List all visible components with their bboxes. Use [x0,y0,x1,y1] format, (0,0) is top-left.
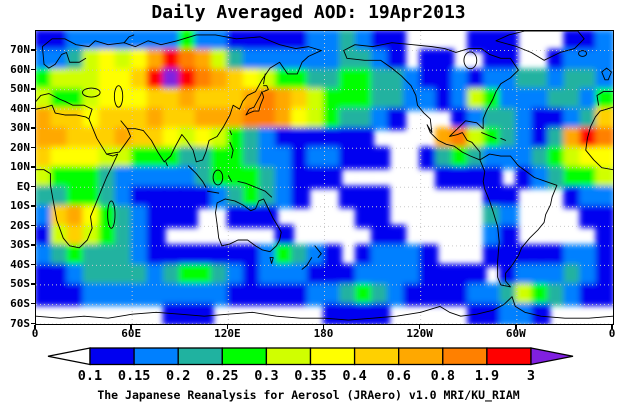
lat-tick-label: 10N [10,160,30,174]
lat-tick-label: 20S [10,218,30,232]
lat-tick-label: 50N [10,82,30,96]
lat-tick-mark [31,166,35,168]
colorbar-tick-label: 0.15 [118,368,151,384]
lat-tick-label: EQ [16,179,30,193]
lon-tick-mark [322,324,325,329]
lat-tick-mark [31,127,35,129]
colorbar-tick-label: 0.25 [206,368,239,384]
lon-tick-mark [418,324,421,329]
lat-tick-label: 30S [10,238,30,252]
lat-tick-label: 40S [10,257,30,271]
lat-tick-label: 30N [10,121,30,135]
lat-tick-label: 50S [10,277,30,291]
lon-tick-mark [611,324,613,329]
lat-tick-label: 20N [10,140,30,154]
lat-tick-mark [31,107,35,110]
colorbar-tick-label: 0.1 [78,368,102,384]
lat-tick-mark [31,185,35,188]
aod-heatmap-layer [36,31,613,324]
lat-tick-label: 60N [10,62,30,76]
lat-tick-mark [31,68,35,71]
lat-tick-label: 60S [10,296,30,310]
lon-tick-label: 120W [406,327,433,340]
lat-tick-label: 10S [10,199,30,213]
colorbar-tick-label: 0.8 [431,368,455,384]
lat-tick-mark [31,224,35,227]
map-plot [35,30,614,325]
lat-tick-mark [31,322,35,324]
lat-tick-label: 70N [10,43,30,57]
lon-tick-label: 180 [313,327,334,340]
lat-tick-label: 70S [10,316,30,330]
lon-tick-mark [515,324,517,329]
colorbar-tick-label: 0.3 [254,368,278,384]
coastlines [36,31,613,320]
lon-tick-label: 0 [31,327,39,340]
lon-tick-label: 0 [608,327,616,340]
colorbar-tick-label: 0.6 [387,368,411,384]
colorbar-tick-label: 0.2 [166,368,190,384]
caption: The Japanese Reanalysis for Aerosol (JRA… [97,388,520,402]
colorbar: 0.1 0.15 0.2 0.25 0.3 0.35 0.4 0.6 0.8 1.9 3 [47,347,574,384]
lat-tick-mark [31,263,35,266]
lat-tick-mark [31,283,35,285]
lon-tick-mark [130,324,132,329]
lat-tick-mark [31,205,35,207]
colorbar-tick-label: 3 [527,368,535,384]
lat-tick-label: 40N [10,101,30,115]
lon-tick-mark [226,324,229,329]
aod-map [36,31,613,324]
lat-tick-mark [31,49,35,51]
lon-tick-label: 60W [505,327,526,340]
colorbar-tick-label: 0.4 [342,368,366,384]
lat-tick-mark [31,302,35,305]
lat-tick-mark [31,244,35,246]
page-title: Daily Averaged AOD: 19Apr2013 [151,2,466,23]
lon-tick-label: 60E [121,327,142,340]
gridlines [36,31,613,324]
colorbar-tick-label: 1.9 [475,368,499,384]
lon-tick-mark [34,324,36,329]
lat-tick-mark [31,146,35,149]
colorbar-tick-label: 0.35 [294,368,327,384]
lat-tick-mark [31,88,35,90]
lon-tick-label: 120E [214,327,241,340]
